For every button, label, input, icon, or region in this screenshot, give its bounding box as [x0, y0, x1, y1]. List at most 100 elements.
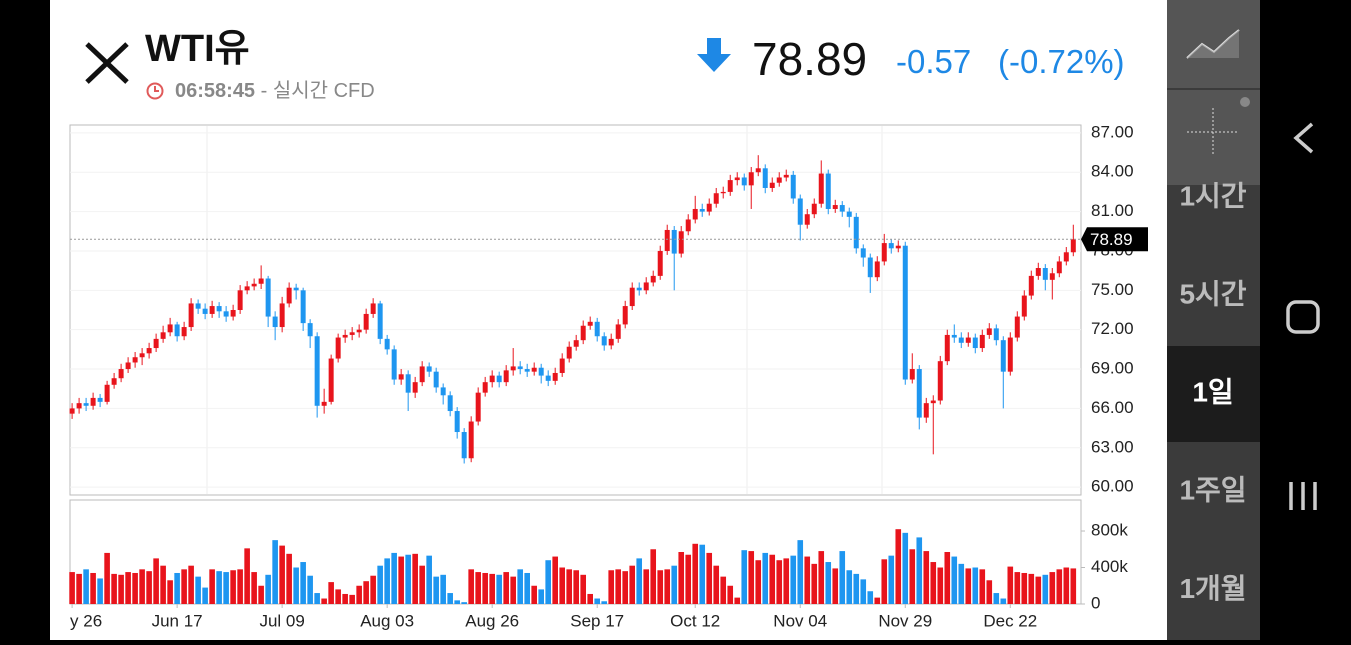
y-tick-label: 60.00 — [1091, 477, 1134, 496]
candle-body — [90, 397, 96, 406]
volume-bar — [293, 567, 299, 604]
volume-bar — [76, 573, 82, 604]
candle-body — [832, 205, 838, 209]
volume-bar — [559, 567, 565, 604]
candle-body — [419, 366, 425, 383]
timeframe-label[interactable]: 1일 — [1192, 376, 1233, 407]
candle-body — [377, 303, 383, 339]
candle-body — [839, 205, 845, 212]
x-tick-label: Oct 12 — [670, 611, 720, 630]
candle-body — [965, 337, 971, 343]
volume-bar — [440, 574, 446, 604]
candle-body — [790, 174, 796, 199]
timeframe-label[interactable]: 1주일 — [1179, 474, 1246, 505]
candle-body — [482, 382, 488, 393]
volume-bar — [678, 552, 685, 604]
candle-body — [188, 303, 194, 328]
timeframe-button[interactable] — [1167, 444, 1260, 540]
volume-bar — [769, 554, 776, 604]
volume-bar — [286, 553, 292, 604]
back-button[interactable] — [1293, 122, 1314, 154]
close-icon[interactable] — [85, 42, 129, 84]
volume-bar — [384, 558, 390, 604]
volume-bar — [902, 532, 909, 604]
timeframe-button[interactable] — [1167, 542, 1260, 639]
volume-bar — [762, 552, 769, 604]
candle-body — [216, 306, 222, 312]
x-tick-label: Jul 09 — [259, 611, 304, 630]
volume-bar — [888, 555, 895, 604]
volume-bar — [195, 576, 201, 604]
candle-body — [146, 348, 152, 354]
candle-body — [1035, 268, 1041, 276]
volume-bar — [874, 597, 881, 604]
volume-bar — [363, 581, 369, 604]
y-tick-label: 72.00 — [1091, 319, 1134, 338]
volume-bar — [1014, 572, 1021, 604]
candle-body — [307, 323, 313, 337]
volume-bar — [349, 594, 355, 604]
timeframe-button[interactable] — [1167, 186, 1260, 246]
candle-body — [510, 366, 516, 371]
candle-body — [825, 173, 831, 209]
chart-type-button[interactable] — [1167, 0, 1260, 88]
timeframe-button[interactable] — [1167, 346, 1260, 442]
volume-bar — [979, 569, 986, 604]
volume-bar — [1021, 572, 1028, 604]
volume-bar — [300, 562, 306, 604]
volume-bar — [650, 549, 657, 604]
home-button[interactable] — [1286, 300, 1320, 334]
candle-body — [1028, 275, 1034, 296]
candle-body — [468, 421, 474, 459]
volume-bar — [167, 580, 173, 604]
candle-body — [678, 231, 684, 254]
candle-body — [160, 332, 166, 339]
timeframe-label[interactable]: 1개월 — [1179, 573, 1246, 604]
candle-body — [139, 353, 145, 358]
volume-bar — [188, 565, 194, 604]
candle-body — [692, 208, 698, 220]
candle-body — [300, 290, 306, 324]
candle-body — [909, 369, 915, 380]
volume-bar — [461, 602, 467, 604]
volume-bar — [153, 558, 159, 604]
volume-bar — [671, 565, 678, 604]
candle-body — [783, 174, 789, 178]
volume-bar — [328, 582, 334, 604]
recents-button[interactable] — [1289, 482, 1317, 510]
candle-body — [524, 369, 530, 372]
volume-bar — [209, 569, 215, 604]
y-tick-label: 81.00 — [1091, 201, 1134, 220]
candle-body — [608, 338, 614, 346]
volume-bar — [118, 574, 124, 604]
timeframe-button[interactable] — [1167, 248, 1260, 344]
volume-bar — [657, 570, 664, 604]
timeframe-label[interactable]: 5시간 — [1179, 278, 1246, 309]
volume-bar — [531, 585, 537, 604]
candle-body — [174, 324, 180, 337]
candle-body — [132, 357, 138, 363]
candle-body — [370, 303, 376, 314]
last-price-label: 78.89 — [1090, 230, 1133, 249]
volume-bar — [685, 554, 692, 604]
candle-body — [517, 366, 523, 370]
candle-body — [888, 243, 894, 249]
volume-bar — [97, 578, 103, 604]
candle-body — [251, 283, 257, 287]
candle-body — [811, 203, 817, 215]
candle-body — [720, 191, 726, 194]
timeframe-label[interactable]: 1시간 — [1179, 180, 1246, 211]
candle-body — [1056, 261, 1062, 274]
candle-body — [797, 198, 803, 225]
volume-bar — [1070, 568, 1077, 604]
volume-bar — [720, 576, 727, 604]
clock-icon — [146, 82, 164, 100]
volume-bar — [951, 556, 958, 604]
candle-body — [937, 361, 943, 401]
candle-body — [755, 168, 761, 173]
volume-bar — [1000, 598, 1007, 604]
candle-body — [503, 370, 509, 383]
volume-bar — [545, 560, 551, 604]
volume-bar — [342, 593, 348, 604]
